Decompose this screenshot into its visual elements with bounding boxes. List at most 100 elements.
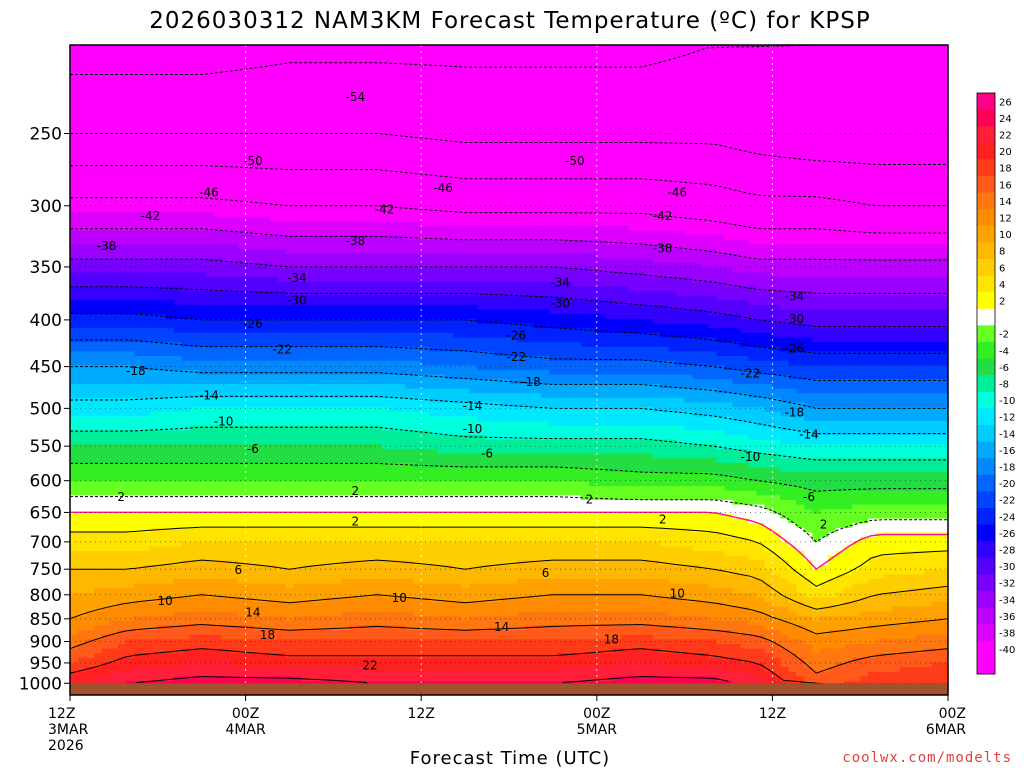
field-cell xyxy=(756,91,766,97)
field-cell xyxy=(421,128,430,134)
field-cell xyxy=(117,147,127,153)
field-cell xyxy=(708,188,718,195)
field-cell xyxy=(604,110,614,116)
field-cell xyxy=(189,128,199,134)
field-cell xyxy=(588,58,598,65)
field-cell xyxy=(652,128,662,134)
field-cell xyxy=(908,133,917,139)
field-cell xyxy=(636,133,646,139)
field-cell xyxy=(181,54,191,60)
field-cell xyxy=(93,137,103,144)
field-cell xyxy=(860,110,869,116)
field-cell xyxy=(852,175,861,181)
field-cell xyxy=(932,58,941,65)
field-cell xyxy=(373,230,382,236)
field-cell xyxy=(940,184,948,190)
field-cell xyxy=(692,235,702,241)
field-cell xyxy=(317,244,327,250)
field-cell xyxy=(524,161,534,167)
field-cell xyxy=(908,114,917,120)
field-cell xyxy=(413,128,422,134)
field-cell xyxy=(588,151,598,158)
field-cell xyxy=(229,63,239,69)
field-cell xyxy=(868,45,877,51)
field-cell xyxy=(836,82,845,88)
field-cell xyxy=(253,179,263,185)
field-cell xyxy=(660,226,670,232)
field-cell xyxy=(301,49,311,55)
field-cell xyxy=(884,207,893,213)
field-cell xyxy=(349,49,358,55)
field-cell xyxy=(477,193,486,199)
field-cell xyxy=(77,133,87,139)
field-cell xyxy=(940,249,948,255)
field-cell xyxy=(389,226,398,232)
field-cell xyxy=(764,123,773,130)
field-cell xyxy=(540,226,550,232)
field-cell xyxy=(940,72,948,79)
field-cell xyxy=(221,45,231,51)
field-cell xyxy=(796,72,805,79)
field-cell xyxy=(628,249,638,255)
field-cell xyxy=(357,212,366,218)
field-cell xyxy=(413,54,422,60)
field-cell xyxy=(732,249,742,255)
field-cell xyxy=(828,147,837,153)
field-cell xyxy=(788,49,797,55)
field-cell xyxy=(197,54,207,60)
field-cell xyxy=(173,212,183,218)
field-cell xyxy=(413,82,422,88)
field-cell xyxy=(453,212,462,218)
field-cell xyxy=(501,63,510,69)
field-cell xyxy=(197,156,207,162)
field-cell xyxy=(221,128,231,134)
field-cell xyxy=(109,165,119,171)
field-cell xyxy=(245,202,255,209)
field-cell xyxy=(261,235,271,241)
field-cell xyxy=(253,77,263,83)
field-cell xyxy=(229,198,239,204)
field-cell xyxy=(501,96,510,102)
field-cell xyxy=(628,212,638,218)
field-cell xyxy=(668,72,678,79)
field-cell xyxy=(397,100,406,106)
field-cell xyxy=(101,54,111,60)
field-cell xyxy=(572,188,582,195)
field-cell xyxy=(772,249,781,255)
field-cell xyxy=(860,77,869,83)
field-cell xyxy=(572,91,582,97)
field-cell xyxy=(221,221,231,227)
field-cell xyxy=(389,72,398,79)
field-cell xyxy=(796,142,805,148)
field-cell xyxy=(117,193,127,199)
field-cell xyxy=(756,105,766,111)
field-cell xyxy=(325,207,334,213)
field-cell xyxy=(125,110,135,116)
field-cell xyxy=(644,170,654,176)
field-cell xyxy=(205,175,215,181)
field-cell xyxy=(309,207,319,213)
field-cell xyxy=(852,161,861,167)
field-cell xyxy=(564,216,574,223)
field-cell xyxy=(309,123,319,130)
field-cell xyxy=(540,86,550,93)
field-cell xyxy=(397,240,406,246)
field-cell xyxy=(477,188,486,195)
field-cell xyxy=(109,221,119,227)
field-cell xyxy=(844,63,853,69)
field-cell xyxy=(501,249,510,255)
field-cell xyxy=(213,198,223,204)
field-cell xyxy=(652,161,662,167)
field-cell xyxy=(652,165,662,171)
field-cell xyxy=(237,123,247,130)
field-cell xyxy=(580,63,590,69)
field-cell xyxy=(556,114,566,120)
field-cell xyxy=(149,253,159,260)
field-cell xyxy=(429,123,438,130)
field-cell xyxy=(77,202,87,209)
field-cell xyxy=(924,179,933,185)
field-cell xyxy=(70,128,79,134)
field-cell xyxy=(381,86,390,93)
field-cell xyxy=(740,198,750,204)
